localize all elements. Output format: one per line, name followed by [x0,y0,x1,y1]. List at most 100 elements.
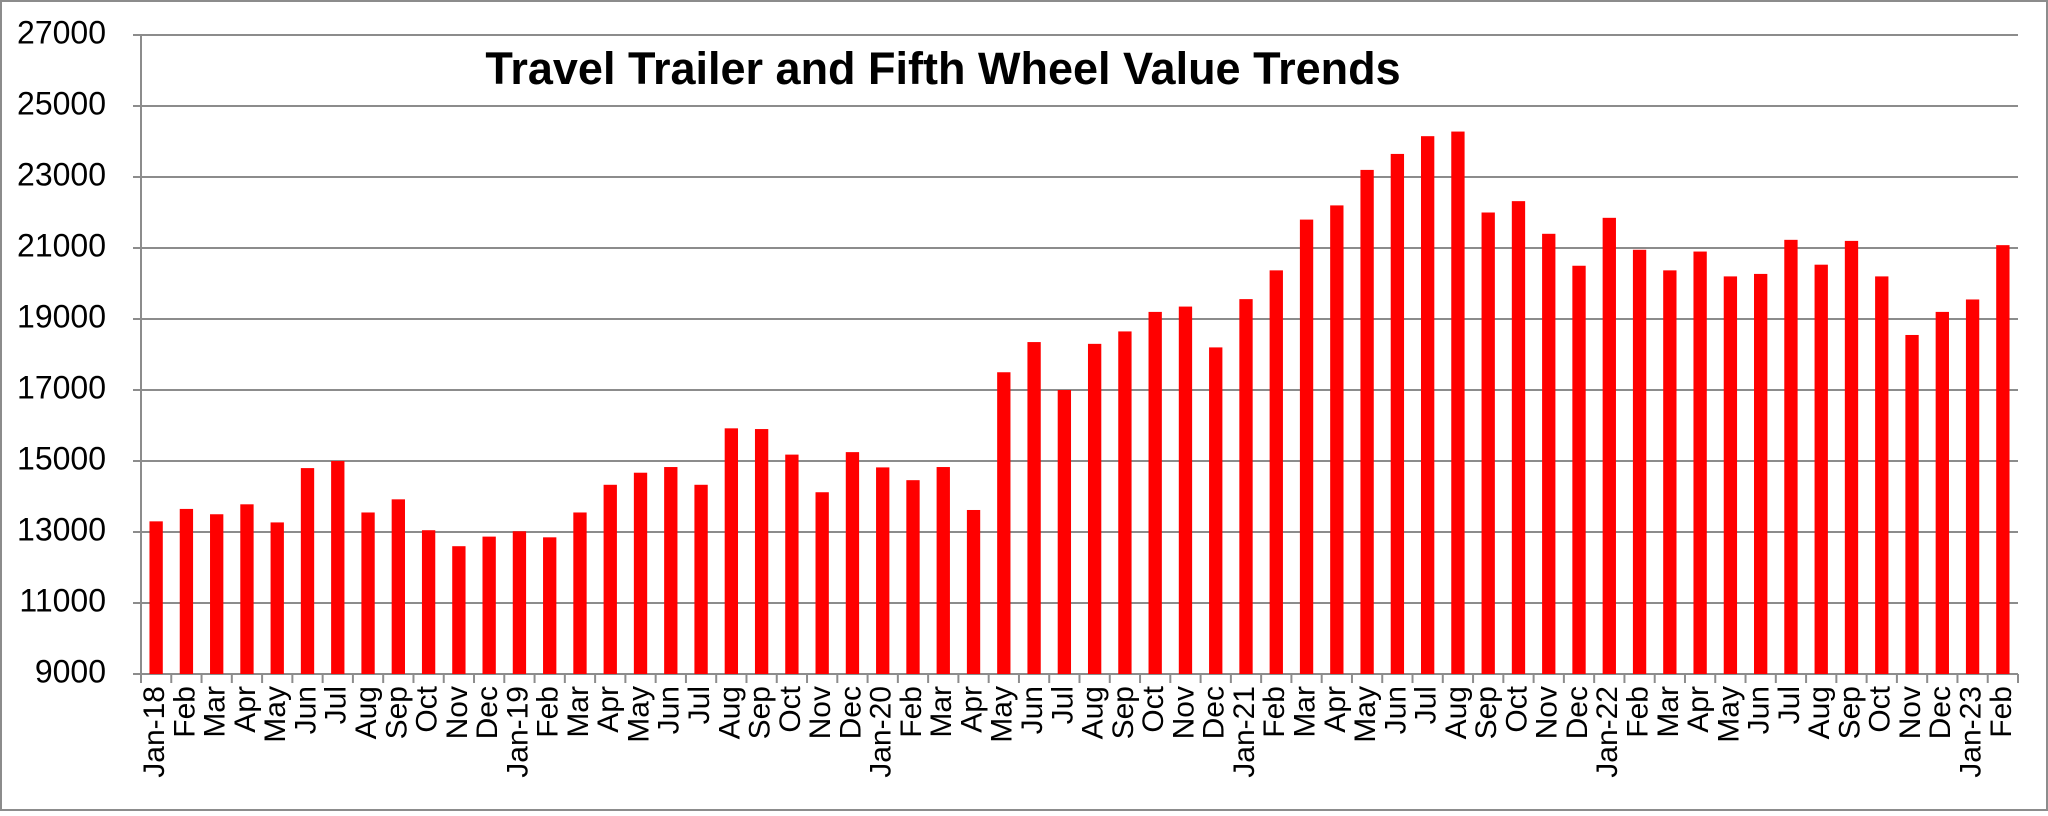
y-tick-label: 15000 [17,440,106,476]
x-tick-label: Feb [1258,686,1291,738]
bar [1148,311,1162,674]
x-tick-label: Jun [289,686,322,734]
x-tick-label: Sep [1107,686,1140,739]
bar [876,467,890,674]
x-tick-label: Jan-23 [1955,686,1988,778]
x-tick-label: Feb [1621,686,1654,738]
x-tick-label: Nov [441,686,474,739]
x-tick-label: Jan-21 [1228,686,1261,778]
x-tick-label: Jul [320,686,353,724]
x-tick-label: Sep [1470,686,1503,739]
x-tick-label: May [259,686,292,743]
x-tick-label: Jan-22 [1591,686,1624,778]
bar [1178,306,1193,674]
x-tick-label: Nov [1167,686,1200,739]
bar [1209,347,1223,674]
x-tick-label: Oct [774,685,807,732]
x-tick-label: Jan-19 [501,686,534,778]
x-tick-label: Sep [1833,686,1866,739]
x-tick-label: Sep [380,686,413,739]
y-tick-label: 21000 [17,227,106,263]
bar [391,499,405,674]
x-tick-label: Jul [1773,686,1806,724]
bar [1784,239,1798,674]
x-tick-label: Jun [1016,686,1049,734]
bar [210,514,224,674]
bar [633,472,648,674]
x-tick-label: Jul [1410,686,1443,724]
y-tick-label: 9000 [35,653,106,689]
x-tick-label: Apr [592,686,625,733]
x-tick-label: Apr [229,686,262,733]
bar [966,509,981,674]
x-tick-label: Oct [1500,685,1533,732]
bar [1057,390,1072,674]
y-tick-label: 11000 [19,582,106,618]
x-tick-label: Aug [1077,686,1110,739]
x-tick-label: Oct [1137,685,1170,732]
x-tick-label: Jun [1379,686,1412,734]
x-tick-label: Aug [1440,686,1473,739]
bar [1632,249,1647,674]
bar [1875,276,1889,674]
bar [694,484,708,674]
x-tick-label: May [1349,686,1382,743]
x-tick-label: Aug [350,686,383,739]
bar [1087,343,1102,674]
bar [1905,334,1919,674]
x-tick-label: Oct [1864,685,1897,732]
bar [1481,212,1495,674]
x-tick-label: May [1712,686,1745,743]
x-tick-label: Feb [532,686,565,738]
bar [997,372,1011,674]
y-tick-label: 25000 [17,85,106,121]
bar [1844,240,1859,674]
bar [240,504,254,674]
bar [845,452,860,674]
x-tick-label: Jul [683,686,716,724]
bar [936,467,950,674]
bar [543,537,557,674]
bar [754,429,769,674]
x-tick-label: Mar [925,686,958,738]
x-tick-label: Mar [199,686,232,738]
bar [664,467,678,674]
bar [452,546,466,674]
y-tick-label: 27000 [17,14,106,50]
x-tick-label: Dec [1561,686,1594,739]
bar [1965,299,1980,674]
x-tick-label: Aug [713,686,746,739]
x-tick-label: Feb [168,686,201,738]
bar [1239,299,1253,674]
bar [331,461,345,674]
x-tick-label: Jun [653,686,686,734]
bar [512,531,527,674]
bar [179,508,194,674]
bar [1511,201,1526,674]
bar [1027,342,1041,674]
x-tick-label: Jan-18 [138,686,171,778]
bar [1390,153,1405,675]
bar [1572,265,1586,674]
bar [482,536,496,674]
bar [1299,219,1314,674]
x-tick-label: Apr [1682,686,1715,733]
bar [1754,273,1768,674]
bar [149,521,163,674]
x-tick-label: Apr [955,686,988,733]
bar [724,428,739,674]
x-tick-label: Feb [895,686,928,738]
bar [421,530,436,674]
x-tick-label: Jan-20 [865,686,898,778]
bar [1814,264,1828,674]
y-tick-label: 13000 [17,511,106,547]
x-tick-label: Apr [1319,686,1352,733]
x-tick-label: Dec [471,686,504,739]
bar [270,522,284,674]
bar [1935,311,1949,674]
bar [300,468,315,674]
x-tick-label: Jul [1046,686,1079,724]
x-tick-label: Jun [1743,686,1776,734]
